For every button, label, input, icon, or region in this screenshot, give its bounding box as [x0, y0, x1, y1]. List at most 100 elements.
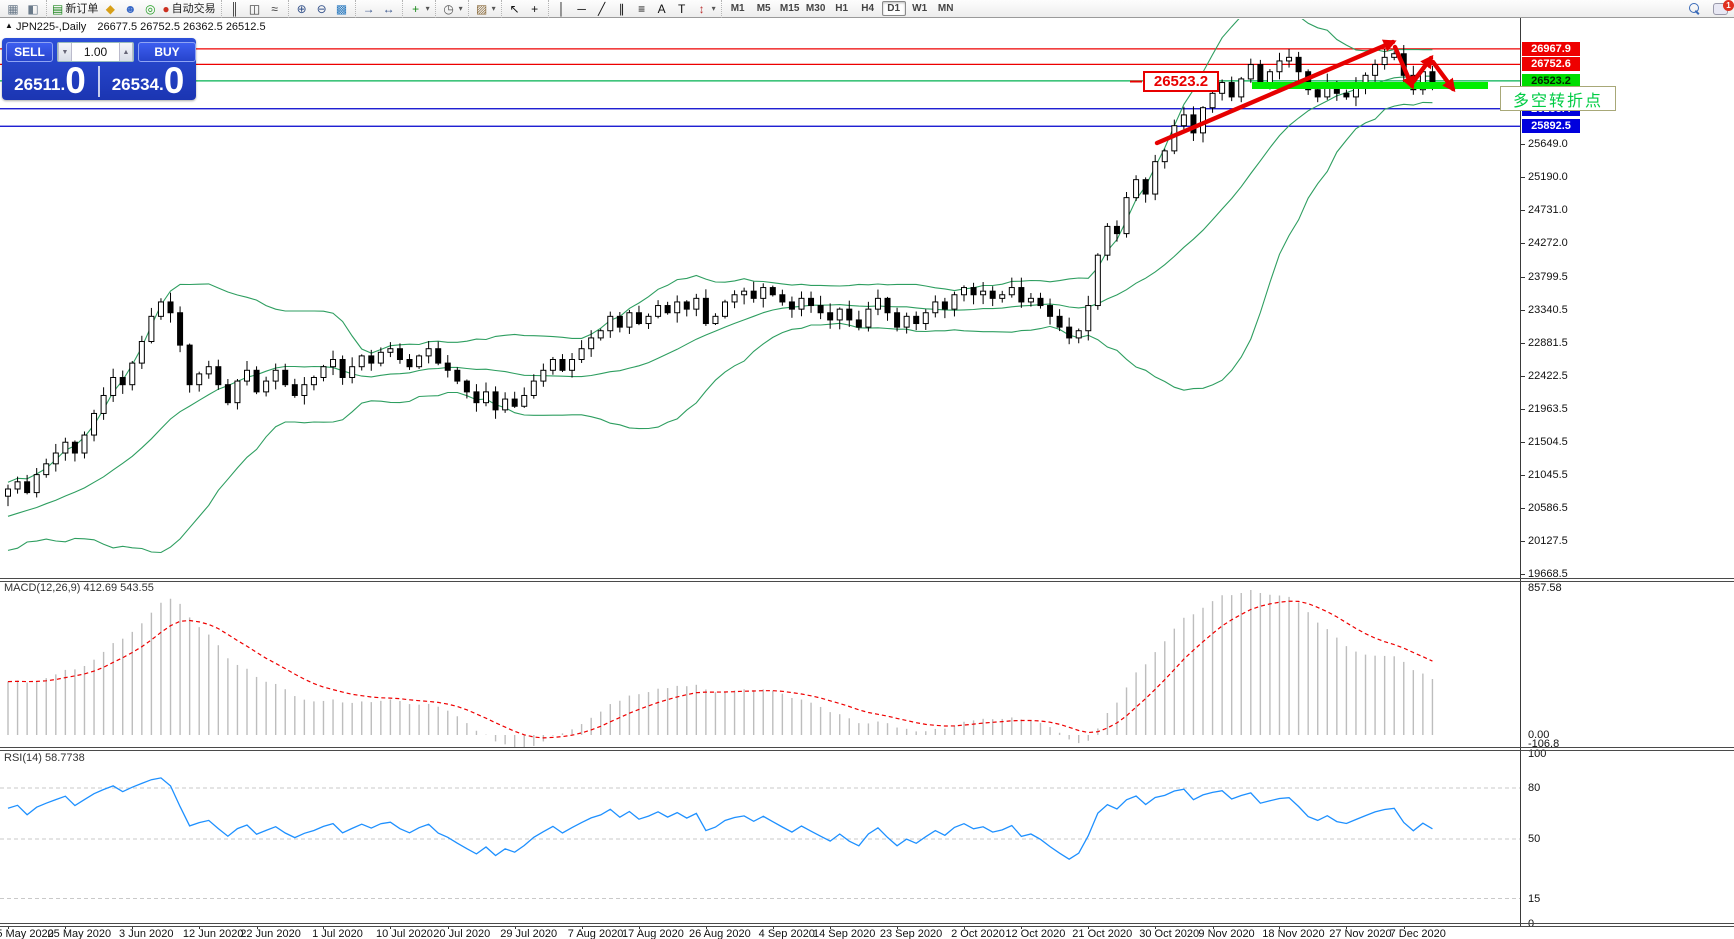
price-tick: 25190.0: [1528, 170, 1568, 183]
arrows-dropdown-caret[interactable]: ▾: [711, 4, 716, 13]
price-tick: 23340.5: [1528, 303, 1568, 316]
hline-icon[interactable]: ─: [577, 1, 586, 16]
date-label: 20 Jul 2020: [433, 928, 491, 939]
rsi-panel[interactable]: [0, 777, 1520, 899]
buy-button[interactable]: BUY: [138, 42, 196, 62]
fibo-icon[interactable]: ≡: [638, 1, 646, 16]
crosshair-icon[interactable]: +: [531, 1, 539, 16]
line-chart-icon[interactable]: ≈: [271, 1, 278, 16]
main-chart-panel[interactable]: [0, 8, 1520, 554]
date-label: 3 Jun 2020: [119, 928, 174, 939]
templates-icon[interactable]: ▨: [475, 1, 488, 16]
zoom-in-icon[interactable]: ⊕: [296, 1, 307, 16]
tf-button-W1[interactable]: W1: [912, 3, 928, 14]
tf-button-H4[interactable]: H4: [861, 3, 875, 14]
date-label: 4 Sep 2020: [758, 928, 815, 939]
metaeditor-icon[interactable]: ◆: [105, 1, 115, 16]
price-tick: 22422.5: [1528, 369, 1568, 382]
toolbar-group: ↖ +: [500, 0, 548, 18]
zoom-out-icon[interactable]: ⊖: [316, 1, 327, 16]
macd-panel[interactable]: [7, 590, 1434, 749]
chat-icon[interactable]: 1: [1713, 0, 1734, 15]
signal-icon[interactable]: ◎: [145, 1, 156, 16]
autotrading-icon[interactable]: ● 自动交易: [162, 1, 216, 16]
candle-chart-icon[interactable]: ◫: [248, 1, 261, 16]
buy-price[interactable]: 26534. 0: [111, 60, 185, 101]
price-tick: 20127.5: [1528, 534, 1568, 547]
vline-icon[interactable]: │: [557, 1, 566, 16]
sell-price[interactable]: 26511. 0: [14, 60, 86, 101]
tf-button-D1[interactable]: D1: [881, 1, 906, 16]
indicators-dropdown-caret[interactable]: ▾: [425, 4, 430, 13]
market-watch-icon[interactable]: ◧: [27, 1, 39, 16]
tile-windows-icon[interactable]: ▩: [335, 1, 348, 16]
turning-point-note[interactable]: 多空转折点: [1500, 86, 1616, 111]
search-icon[interactable]: [1686, 1, 1704, 17]
periods-icon[interactable]: ◷: [443, 1, 454, 16]
cursor-icon[interactable]: ↖: [509, 1, 520, 16]
price-axis[interactable]: 857.58 0.00 -106.8 100 80 50 15 0 25649.0 25190.0…: [1520, 18, 1734, 930]
symbol-name: JPN225-,Daily: [15, 21, 87, 33]
date-label: 26 Aug 2020: [688, 928, 751, 939]
bar-chart-icon[interactable]: ║: [230, 1, 239, 16]
tf-button-M1[interactable]: M1: [730, 3, 745, 14]
date-label: 22 Jun 2020: [240, 928, 301, 939]
tf-button-H1[interactable]: H1: [835, 3, 849, 14]
toolbar-group: │ ─ ╱ ∥ ≡ A T ↕ ▾: [547, 0, 721, 18]
autoscroll-icon[interactable]: →: [362, 1, 375, 16]
price-tick: 21963.5: [1528, 402, 1568, 415]
sell-button[interactable]: SELL: [6, 42, 53, 62]
candles: [5, 45, 1436, 507]
rsi-indicator-label: RSI(14) 58.7738: [4, 752, 85, 764]
templates-dropdown-caret[interactable]: ▾: [491, 4, 496, 13]
volume-input[interactable]: 1.00: [83, 45, 108, 59]
chart-shift-icon[interactable]: ↔: [382, 1, 395, 16]
textlabel-icon[interactable]: T: [677, 1, 686, 16]
price-tick: 19668.5: [1528, 568, 1568, 580]
tf-button-M5[interactable]: M5: [756, 3, 771, 14]
chart-window-icon[interactable]: ▦: [7, 1, 19, 16]
trendline-icon[interactable]: ╱: [598, 1, 606, 16]
arrows-icon[interactable]: ↕: [698, 1, 705, 16]
rsi-axis-tick: 0: [1528, 918, 1535, 930]
collapse-icon[interactable]: ▲: [5, 21, 13, 30]
support-price-flag[interactable]: 26523.2: [1143, 71, 1219, 92]
toolbar-group: + ▾: [401, 0, 435, 18]
date-label: 14 Sep 2020: [812, 928, 876, 939]
indicators-icon[interactable]: +: [412, 1, 420, 16]
periods-dropdown-caret[interactable]: ▾: [458, 4, 463, 13]
toolbar-group: ◷ ▾: [434, 0, 468, 18]
request-icon[interactable]: ☻: [124, 1, 137, 16]
tf-button-M15[interactable]: M15: [779, 3, 800, 14]
volume-down-button[interactable]: ▼: [58, 43, 72, 61]
macd-signal-line: [7, 600, 1433, 739]
toolbar-group: → ↔: [354, 0, 402, 18]
price-tick: 21045.5: [1528, 468, 1568, 481]
channel-icon[interactable]: ∥: [618, 1, 625, 16]
macd-axis-tick: 0.00: [1528, 729, 1550, 741]
volume-stepper[interactable]: ▼ 1.00 ▲: [57, 42, 134, 62]
date-label: 17 Aug 2020: [622, 928, 684, 939]
date-label: 30 Oct 2020: [1139, 928, 1200, 939]
toolbar-group: ⊕ ⊖ ▩: [287, 0, 355, 18]
date-label: 7 Dec 2020: [1389, 928, 1446, 939]
tf-button-MN[interactable]: MN: [937, 3, 954, 14]
text-icon[interactable]: A: [657, 1, 666, 16]
tf-button-M30[interactable]: M30: [805, 3, 826, 14]
date-label: 27 Nov 2020: [1329, 928, 1392, 939]
price-level-label: 26523.2: [1522, 73, 1580, 88]
horizontal-lines[interactable]: [0, 48, 1520, 127]
price-tick: 24731.0: [1528, 203, 1568, 216]
date-label: 9 Nov 2020: [1198, 928, 1255, 939]
price-level-label: 26967.9: [1522, 41, 1580, 56]
new-order-icon[interactable]: ▤ 新订单: [52, 1, 99, 16]
toolbar: ▦ ◧ ▤ 新订单 ◆ ☻ ◎ ● 自动交易 ║ ◫ ≈ ⊕ ⊖ ▩ → ↔ + ▾ ◷ ▾ ▨ ▾ ↖ + │ ─ ╱ ∥ ≡ A T ↕ ▾ M…: [0, 0, 1734, 18]
toolbar-group: ▦ ◧: [0, 0, 46, 18]
symbol-title: ▲ JPN225-,Daily 26677.5 26752.5 26362.5 …: [5, 21, 266, 33]
trend-zigzag-annotation[interactable]: [1154, 39, 1456, 146]
volume-up-button[interactable]: ▲: [119, 43, 133, 61]
price-tick: 24272.0: [1528, 236, 1568, 249]
